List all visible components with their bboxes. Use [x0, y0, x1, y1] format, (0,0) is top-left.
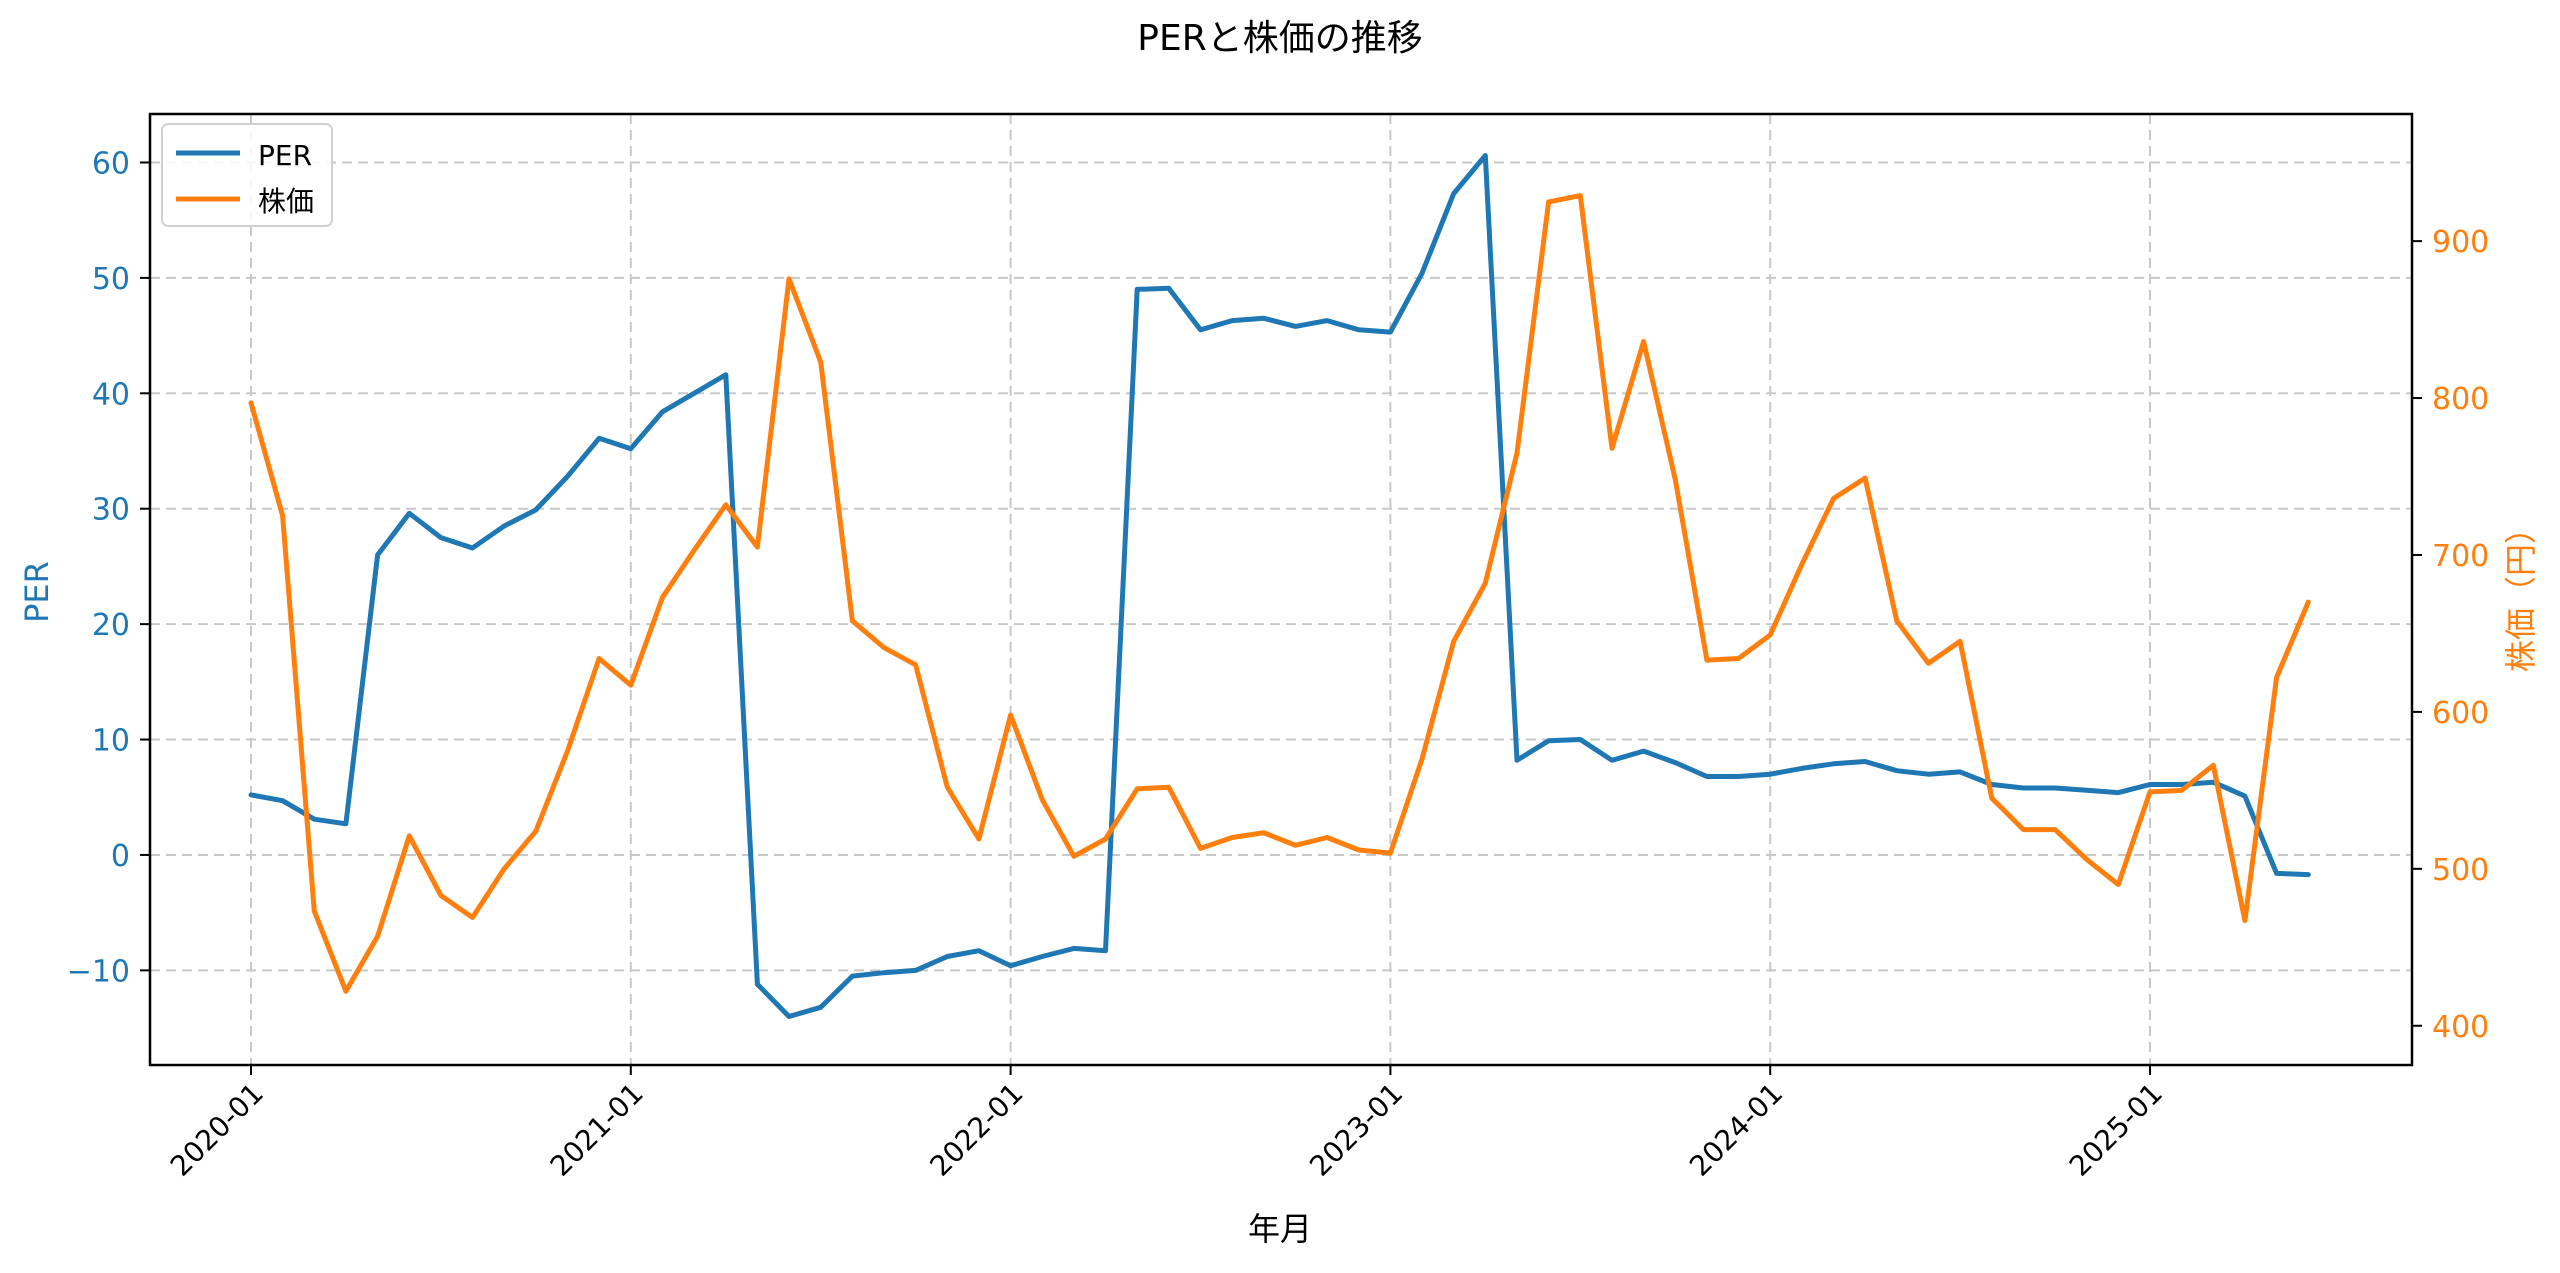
- legend-price-label: 株価: [258, 185, 314, 218]
- right-y-tick-label: 700: [2432, 539, 2489, 574]
- right-y-axis: 400 500 600 700 800 900: [2412, 225, 2489, 1045]
- x-tick-label: 2022-01: [923, 1077, 1029, 1183]
- price-line: [248, 193, 2311, 994]
- left-y-tick-label: 30: [92, 493, 130, 528]
- legend: PER 株価: [161, 123, 333, 227]
- per-line: [248, 153, 2311, 1019]
- right-y-tick-label: 800: [2432, 382, 2489, 417]
- plot-frame: [148, 112, 2414, 1067]
- right-y-tick-label: 400: [2432, 1010, 2489, 1045]
- plot-lines: [248, 153, 2311, 1019]
- left-y-axis: −10 0 10 20 30 40 50 60: [67, 146, 150, 989]
- legend-per-label: PER: [258, 139, 312, 172]
- x-tick-label: 2024-01: [1683, 1077, 1789, 1183]
- grid: [150, 114, 2412, 1065]
- left-y-tick-label: 60: [92, 146, 130, 181]
- right-y-tick-label: 600: [2432, 696, 2489, 731]
- right-y-tick-label: 900: [2432, 225, 2489, 260]
- x-tick-label: 2020-01: [164, 1077, 270, 1183]
- x-tick-label: 2023-01: [1303, 1077, 1409, 1183]
- left-y-tick-label: 0: [111, 839, 130, 874]
- chart-title: PERと株価の推移: [1137, 18, 1422, 59]
- left-y-tick-label: 40: [92, 377, 130, 412]
- right-y-tick-label: 500: [2432, 853, 2489, 888]
- x-axis-label: 年月: [1248, 1210, 1312, 1248]
- left-y-tick-label: 50: [92, 262, 130, 297]
- x-tick-label: 2021-01: [544, 1077, 650, 1183]
- x-axis: 2020-01 2021-01 2022-01 2023-01 2024-01 2025-…: [164, 1065, 2169, 1183]
- left-y-axis-label: PER: [18, 561, 56, 623]
- x-tick-label: 2025-01: [2063, 1077, 2169, 1183]
- left-y-tick-label: −10: [67, 954, 130, 989]
- left-y-tick-label: 10: [92, 724, 130, 759]
- right-y-axis-label: 株価（円）: [2502, 512, 2540, 672]
- left-y-tick-label: 20: [92, 608, 130, 643]
